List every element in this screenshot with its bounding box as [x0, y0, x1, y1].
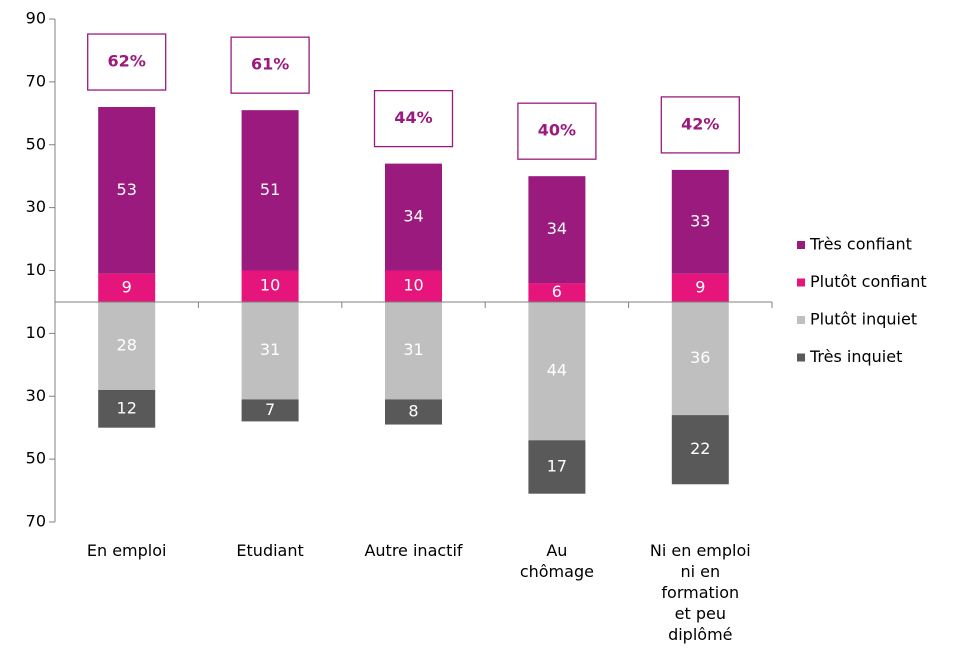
data-label: 28	[117, 335, 137, 354]
total-box	[517, 102, 597, 160]
data-label: 44	[547, 361, 567, 380]
data-label: 53	[117, 180, 137, 199]
data-label: 51	[260, 180, 280, 199]
bar-segment	[98, 301, 156, 390]
legend-label: Très inquiet	[809, 347, 902, 366]
x-tick-label: Etudiant	[236, 541, 304, 560]
y-tick-label: 70	[26, 71, 46, 90]
bar-segment	[241, 399, 299, 422]
data-label: 10	[403, 276, 423, 295]
data-label: 10	[260, 276, 280, 295]
bar-segment	[385, 301, 442, 400]
bar-segment	[528, 176, 586, 284]
y-tick-label: 10	[26, 323, 46, 342]
data-label: 17	[547, 456, 567, 475]
data-label: 8	[408, 401, 418, 420]
bar-segment	[671, 301, 729, 416]
total-box	[373, 89, 454, 148]
y-tick-label: 90	[26, 9, 46, 28]
data-label: 34	[403, 207, 423, 226]
total-label: 40%	[538, 121, 576, 140]
data-label: 22	[690, 439, 710, 458]
bar-segment	[671, 169, 729, 274]
y-tick-label: 30	[26, 386, 46, 405]
data-label: 33	[690, 211, 710, 230]
legend-swatch	[797, 278, 805, 287]
bar-segment	[671, 273, 729, 302]
bar-segment	[671, 415, 729, 485]
y-tick-label: 50	[26, 449, 46, 468]
bar-segment	[528, 283, 586, 302]
total-label: 44%	[394, 108, 432, 127]
bar-segment	[241, 270, 299, 302]
legend-swatch	[797, 353, 805, 362]
legend-label: Très confiant	[809, 235, 912, 254]
data-label: 34	[547, 219, 567, 238]
bar-segment	[241, 110, 299, 271]
bar-segment	[528, 301, 586, 441]
legend-label: Plutôt confiant	[810, 272, 927, 291]
bar-segment	[385, 270, 442, 302]
x-tick-label: Au chômage	[519, 541, 594, 581]
bar-segment	[385, 163, 442, 271]
bar-segment	[528, 440, 586, 494]
y-tick-label: 30	[26, 197, 46, 216]
data-label: 36	[690, 348, 710, 367]
x-tick-label: Autre inactif	[364, 541, 463, 560]
bar-segment	[241, 301, 299, 400]
data-label: 7	[265, 400, 275, 419]
total-label: 61%	[251, 55, 289, 74]
total-box	[230, 36, 310, 94]
data-label: 12	[117, 398, 137, 417]
legend-swatch	[797, 316, 805, 324]
total-label: 62%	[108, 52, 146, 71]
bar-segment	[98, 107, 156, 274]
bar-segment	[385, 399, 442, 425]
data-label: 9	[122, 277, 132, 296]
legend-swatch	[797, 241, 805, 249]
data-label: 31	[403, 340, 423, 359]
bar-segment	[98, 273, 156, 302]
bar-segment	[98, 389, 156, 428]
y-tick-label: 70	[26, 512, 46, 531]
y-tick-label: 50	[26, 134, 46, 153]
data-label: 31	[260, 340, 280, 359]
total-box	[660, 96, 740, 154]
data-label: 6	[552, 282, 562, 301]
legend-label: Plutôt inquiet	[810, 310, 917, 329]
total-label: 42%	[681, 114, 719, 133]
data-label: 9	[695, 277, 705, 296]
y-tick-label: 10	[26, 260, 46, 279]
x-tick-label: Ni en emploi ni en formation et peu dipl…	[649, 541, 751, 644]
total-box	[87, 33, 167, 91]
x-tick-label: En emploi	[86, 541, 167, 560]
